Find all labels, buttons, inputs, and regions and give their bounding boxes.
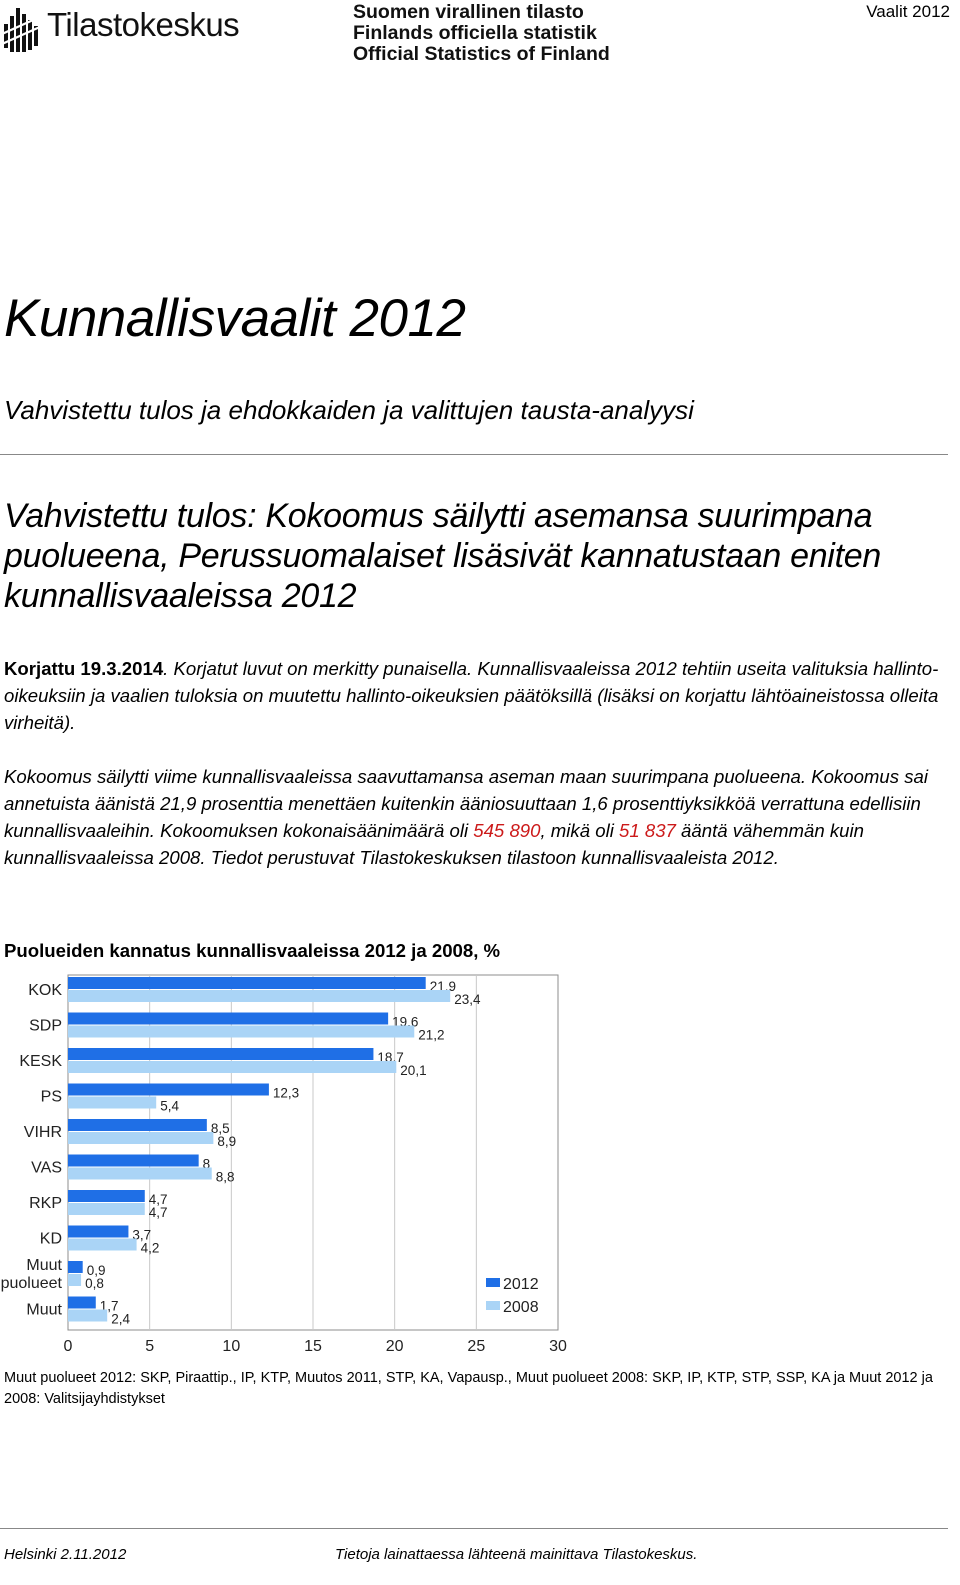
data-label-2012: 0,9 (87, 1263, 106, 1278)
bar-2008 (68, 1203, 145, 1215)
bar-2008 (68, 1238, 137, 1251)
data-label-2008: 4,2 (141, 1241, 160, 1256)
data-label-2012: 3,7 (132, 1228, 151, 1243)
data-label-2008: 2,4 (111, 1312, 130, 1327)
category-label: PS (41, 1089, 62, 1106)
legend-swatch-2012 (486, 1278, 500, 1287)
data-label-2012: 8,5 (211, 1121, 230, 1136)
bar-2008 (68, 990, 451, 1002)
correction-date: Korjattu 19.3.2014 (4, 658, 164, 679)
summary-text-1: Kokoomus säilytti viime kunnallisvaaleis… (4, 766, 928, 841)
data-label-2008: 0,8 (85, 1276, 104, 1291)
summary-text-2: , mikä oli (540, 820, 619, 841)
footer-divider (0, 1528, 948, 1529)
bar-2012 (68, 1225, 129, 1238)
correction-text: . Korjatut luvut on merkitty punaisella.… (4, 658, 939, 733)
data-label-2008: 23,4 (454, 992, 481, 1007)
bar-2012 (68, 1154, 199, 1167)
x-tick-label: 30 (549, 1338, 567, 1355)
official-statistics-label: Suomen virallinen tilasto Finlands offic… (353, 2, 610, 65)
x-tick-label: 5 (145, 1338, 154, 1355)
footer-place-date: Helsinki 2.11.2012 (4, 1546, 127, 1563)
bar-2012 (68, 1048, 374, 1060)
bar-2008 (68, 1061, 397, 1073)
bar-2012 (68, 1083, 269, 1096)
category-label: VAS (31, 1160, 62, 1177)
footer-citation-note: Tietoja lainattaessa lähteenä mainittava… (335, 1546, 698, 1563)
bar-2012 (68, 1119, 207, 1131)
bar-2008 (68, 1132, 214, 1144)
legend-label-2008: 2008 (503, 1299, 539, 1316)
chart-title: Puolueiden kannatus kunnallisvaaleissa 2… (4, 940, 501, 961)
category-label: KOK (28, 982, 62, 999)
category-label: puolueet (1, 1275, 63, 1292)
article-headline: Vahvistettu tulos: Kokoomus säilytti ase… (4, 497, 881, 615)
category-label: KESK (19, 1053, 62, 1070)
data-label-2008: 21,2 (418, 1028, 444, 1043)
official-line-en: Official Statistics of Finland (353, 43, 610, 65)
bar-2012 (68, 1296, 96, 1309)
chart-footnote: Muut puolueet 2012: SKP, Piraattip., IP,… (4, 1370, 933, 1407)
data-label-2008: 5,4 (160, 1099, 179, 1114)
x-tick-label: 15 (304, 1338, 322, 1355)
bar-2012 (68, 1261, 83, 1273)
bar-2008 (68, 1025, 415, 1038)
data-label-2012: 4,7 (149, 1192, 168, 1207)
category-label: Muut (26, 1257, 62, 1274)
correction-paragraph: Korjattu 19.3.2014. Korjatut luvut on me… (4, 655, 948, 736)
x-tick-label: 25 (467, 1338, 485, 1355)
tilastokeskus-logo-mark (2, 8, 42, 52)
publication-series: Vaalit 2012 (866, 2, 950, 21)
corrected-value-difference: 51 837 (619, 820, 676, 841)
legend-label-2012: 2012 (503, 1276, 539, 1293)
bar-2008 (68, 1309, 108, 1322)
corrected-value-votes: 545 890 (473, 820, 541, 841)
bar-2012 (68, 977, 426, 989)
bar-2008 (68, 1274, 82, 1286)
page-subtitle: Vahvistettu tulos ja ehdokkaiden ja vali… (4, 395, 694, 425)
x-tick-label: 0 (64, 1338, 73, 1355)
bar-2012 (68, 1012, 389, 1025)
data-label-2012: 8 (203, 1157, 211, 1172)
bar-2008 (68, 1167, 212, 1180)
official-line-fi: Suomen virallinen tilasto (353, 1, 584, 23)
category-label: SDP (29, 1018, 62, 1035)
category-label: Muut (26, 1302, 62, 1319)
official-line-sv: Finlands officiella statistik (353, 22, 597, 44)
data-label-2008: 8,9 (217, 1134, 236, 1149)
data-label-2008: 4,7 (149, 1205, 168, 1220)
legend-swatch-2008 (486, 1301, 500, 1310)
summary-text-3: ääntä vähemmän kuin kunnallisvaaleissa 2… (4, 820, 864, 868)
summary-paragraph: Kokoomus säilytti viime kunnallisvaaleis… (4, 763, 948, 871)
category-label: RKP (29, 1195, 62, 1212)
divider (0, 454, 948, 455)
page-title: Kunnallisvaalit 2012 (4, 289, 466, 348)
data-label-2012: 12,3 (273, 1086, 299, 1101)
logo-text: Tilastokeskus (47, 6, 240, 43)
bar-2008 (68, 1096, 157, 1109)
bar-2012 (68, 1190, 145, 1202)
x-tick-label: 10 (222, 1338, 240, 1355)
category-label: VIHR (24, 1124, 62, 1141)
x-tick-label: 20 (386, 1338, 404, 1355)
data-label-2008: 8,8 (216, 1170, 235, 1185)
data-label-2008: 20,1 (400, 1063, 426, 1078)
category-label: KD (40, 1231, 62, 1248)
